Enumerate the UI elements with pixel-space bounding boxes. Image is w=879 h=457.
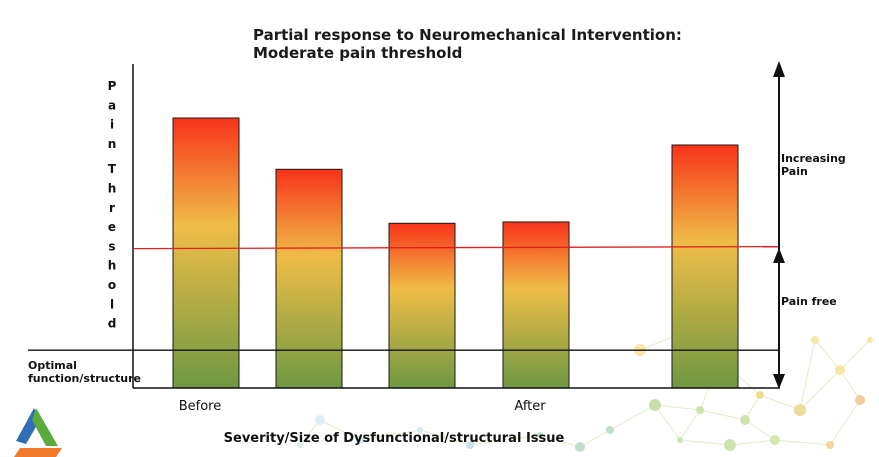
network-node bbox=[356, 436, 364, 444]
network-link bbox=[799, 369, 841, 411]
network-link bbox=[609, 404, 656, 431]
network-node bbox=[466, 441, 474, 449]
network-node bbox=[756, 391, 764, 399]
network-node bbox=[575, 442, 585, 452]
y-axis-label-letter: T bbox=[108, 162, 117, 176]
network-link bbox=[799, 339, 816, 411]
network-node bbox=[696, 406, 704, 414]
network-link bbox=[839, 339, 871, 371]
increasing-pain-label-line-1: Increasing bbox=[781, 152, 846, 165]
network-node bbox=[606, 426, 614, 434]
y-axis-label-letter: P bbox=[108, 79, 117, 93]
y-axis-label-letter: i bbox=[110, 118, 114, 132]
network-node bbox=[835, 365, 845, 375]
y-axis-label-letter: e bbox=[108, 220, 116, 234]
y-axis-label-letter: d bbox=[108, 317, 117, 331]
y-axis-label-letter: s bbox=[108, 239, 115, 253]
network-link bbox=[729, 439, 776, 446]
baseline-label-line-1: Optimal bbox=[28, 359, 77, 372]
network-link bbox=[774, 439, 831, 446]
network-link bbox=[679, 409, 701, 441]
bar-4 bbox=[502, 221, 570, 389]
network-node bbox=[826, 441, 834, 449]
network-node bbox=[770, 435, 780, 445]
network-link bbox=[744, 419, 776, 441]
arrow-down-icon bbox=[773, 374, 785, 389]
network-link bbox=[579, 429, 611, 448]
y-axis-label-letter: o bbox=[108, 278, 116, 292]
pain-threshold-line bbox=[132, 245, 781, 250]
network-node bbox=[855, 395, 865, 405]
network-node bbox=[297, 442, 303, 448]
network-link bbox=[699, 409, 746, 421]
bar-1 bbox=[172, 117, 240, 389]
network-node bbox=[649, 399, 661, 411]
network-link bbox=[359, 429, 421, 441]
network-node bbox=[537, 432, 543, 438]
network-link bbox=[319, 419, 361, 441]
arrow-up-icon bbox=[773, 61, 785, 77]
bars-group bbox=[172, 117, 739, 389]
y-axis-label-letter: a bbox=[108, 98, 116, 112]
network-link bbox=[654, 404, 701, 411]
network-link bbox=[829, 399, 861, 446]
network-decoration bbox=[297, 326, 873, 452]
y-axis-label-letter: r bbox=[109, 201, 115, 215]
network-link bbox=[419, 429, 471, 446]
network-node bbox=[740, 415, 750, 425]
bar-5 bbox=[671, 144, 739, 389]
y-axis-label-letter: h bbox=[108, 182, 117, 196]
y-axis-label-letter: h bbox=[108, 259, 117, 273]
baseline-label-line-2: function/structure bbox=[28, 372, 141, 385]
pain-free-label: Pain free bbox=[781, 295, 837, 308]
category-labels: Before After bbox=[179, 399, 547, 414]
network-link bbox=[469, 434, 541, 446]
network-link bbox=[839, 369, 861, 401]
right-arrow-up bbox=[773, 61, 785, 250]
category-label-1: Before bbox=[179, 399, 222, 414]
network-node bbox=[724, 439, 736, 451]
x-axis-label: Severity/Size of Dysfunctional/structura… bbox=[224, 431, 565, 446]
network-node bbox=[867, 337, 873, 343]
network-link bbox=[759, 394, 801, 411]
network-link bbox=[679, 439, 731, 446]
network-node bbox=[677, 437, 683, 443]
category-label-4: After bbox=[514, 399, 546, 414]
increasing-pain-label-line-2: Pain bbox=[781, 165, 808, 178]
chart-title-line-2: Moderate pain threshold bbox=[253, 44, 462, 62]
y-axis-label-letter: n bbox=[108, 137, 117, 151]
y-axis-label-letter: l bbox=[110, 297, 114, 311]
network-node bbox=[417, 427, 423, 433]
network-link bbox=[654, 404, 681, 441]
bar-3 bbox=[388, 222, 456, 389]
network-link bbox=[814, 339, 841, 371]
arrow-up-small-icon bbox=[773, 248, 785, 263]
network-node bbox=[315, 415, 325, 425]
chart-title-line-1: Partial response to Neuromechanical Inte… bbox=[253, 26, 682, 44]
network-node bbox=[794, 404, 806, 416]
bar-2 bbox=[275, 168, 343, 389]
right-arrow-down bbox=[773, 248, 785, 389]
network-link bbox=[539, 434, 581, 448]
network-link bbox=[299, 419, 321, 446]
network-node bbox=[811, 336, 819, 344]
tri-color-triangle-logo bbox=[14, 408, 62, 457]
